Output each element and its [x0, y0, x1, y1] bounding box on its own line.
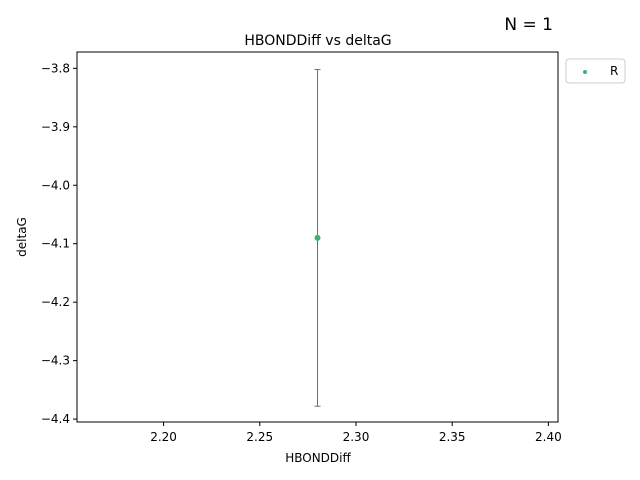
data-point: [314, 234, 321, 241]
y-tick-label: −4.2: [41, 295, 70, 309]
legend: R: [565, 58, 626, 84]
x-axis-label: HBONDDiff: [285, 451, 351, 465]
legend-label-r: R: [610, 64, 618, 78]
chart-title: HBONDDiff vs deltaG: [244, 33, 391, 49]
y-axis-ticks: −3.8 −3.9 −4.0 −4.1 −4.2 −4.3 −4.4: [41, 61, 77, 426]
plot-frame: [76, 51, 559, 423]
y-tick-label: −3.8: [41, 61, 70, 75]
x-axis-ticks: 2.20 2.25 2.30 2.35 2.40: [150, 422, 562, 444]
y-tick-label: −3.9: [41, 120, 70, 134]
x-tick-label: 2.30: [343, 430, 370, 444]
y-tick-label: −4.1: [41, 237, 70, 251]
x-tick-label: 2.20: [150, 430, 177, 444]
plot-content: [314, 69, 321, 407]
legend-frame: [565, 58, 626, 84]
y-axis-label: deltaG: [15, 217, 29, 257]
x-tick-label: 2.40: [535, 430, 562, 444]
legend-marker: [583, 70, 587, 74]
sample-count-annotation: N = 1: [504, 15, 553, 35]
y-tick-label: −4.3: [41, 354, 70, 368]
x-tick-label: 2.35: [439, 430, 466, 444]
y-tick-label: −4.0: [41, 178, 70, 192]
x-tick-label: 2.25: [246, 430, 273, 444]
y-tick-label: −4.4: [41, 412, 70, 426]
